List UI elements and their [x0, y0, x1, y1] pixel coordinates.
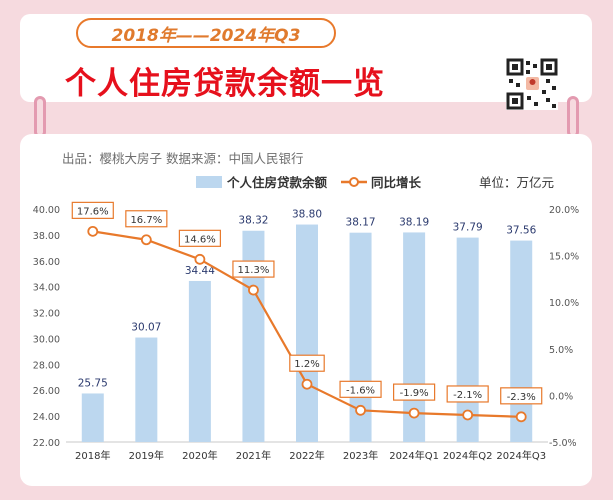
x-tick-label: 2024年Q1 — [389, 449, 439, 462]
bar — [296, 224, 318, 442]
unit-label: 单位：万亿元 — [479, 175, 554, 190]
growth-label: 11.3% — [238, 265, 270, 276]
x-axis-labels: 2018年 2019年 2020年 2021年 2022年 2023年 2024年Q1 202… — [75, 449, 546, 462]
x-tick-label: 2024年Q3 — [496, 449, 546, 462]
x-tick-label: 2019年 — [129, 449, 164, 462]
growth-label: -1.6% — [346, 385, 375, 396]
bar — [188, 280, 211, 442]
growth-point — [355, 404, 366, 416]
growth-label-box — [232, 260, 275, 278]
bar-value-label: 38.32 — [238, 215, 268, 227]
legend-bar-label: 个人住房贷款余额 — [226, 175, 328, 190]
growth-point — [87, 225, 99, 237]
bar-value-label: 25.75 — [78, 377, 108, 389]
left-tick-label: 40.00 — [33, 205, 60, 216]
x-tick-label: 2020年 — [182, 449, 217, 462]
bar — [135, 337, 158, 442]
growth-line: 17.6% 16.7% 14.6% 11.3% 1.2% -1.6% -1.9% -2.1% -… — [71, 201, 543, 423]
bar — [81, 393, 104, 442]
growth-point — [248, 284, 259, 296]
legend-line-label: 同比增长 — [371, 175, 422, 190]
left-tick-label: 22.00 — [33, 438, 60, 449]
growth-label: -2.1% — [453, 390, 482, 401]
growth-label-box — [393, 383, 436, 401]
left-tick-label: 26.00 — [33, 386, 60, 397]
growth-label: 14.6% — [184, 234, 216, 245]
bar-value-labels: 25.75 30.07 34.44 38.32 38.80 38.17 38.19 37.79… — [78, 209, 537, 390]
growth-label-box — [500, 387, 543, 405]
bar-value-label: 38.80 — [292, 209, 322, 221]
growth-label-box — [71, 201, 114, 219]
left-tick-label: 38.00 — [33, 231, 60, 242]
growth-point — [301, 378, 313, 390]
right-tick-label: 20.0% — [549, 205, 579, 216]
growth-label-box — [178, 229, 221, 247]
left-tick-label: 32.00 — [33, 309, 60, 320]
x-tick-label: 2023年 — [343, 449, 378, 462]
growth-point — [515, 411, 527, 423]
growth-label-box — [446, 385, 489, 403]
left-tick-label: 36.00 — [33, 257, 60, 268]
right-tick-label: -5.0% — [549, 438, 577, 449]
growth-label: -2.3% — [507, 392, 536, 403]
growth-label: -1.9% — [400, 388, 429, 399]
bar-value-label: 34.44 — [185, 265, 215, 277]
growth-point — [408, 407, 420, 419]
page-title: 个人住房贷款余额一览 — [65, 66, 385, 102]
header-card: 2018年——2024年Q3 个人住房贷款余额一览 — [20, 14, 592, 110]
growth-label-box — [289, 354, 325, 372]
source-line: 出品：樱桃大房子 数据来源：中国人民银行 — [62, 151, 304, 166]
growth-label: 1.2% — [294, 359, 319, 370]
bar-value-label: 38.17 — [346, 217, 376, 229]
qr-code-icon — [506, 58, 558, 110]
growth-point — [194, 253, 206, 265]
right-tick-label: 10.0% — [549, 298, 579, 309]
x-tick-label: 2022年 — [289, 449, 324, 462]
bar-value-label: 30.07 — [131, 322, 161, 334]
bar-value-label: 38.19 — [399, 216, 429, 228]
left-tick-label: 34.00 — [33, 283, 60, 294]
right-tick-label: 15.0% — [549, 252, 579, 263]
growth-label: 16.7% — [130, 215, 162, 226]
growth-label-box — [125, 210, 168, 228]
right-tick-label: 5.0% — [549, 345, 573, 356]
growth-point — [462, 409, 474, 421]
left-tick-label: 30.00 — [33, 334, 60, 345]
left-tick-label: 28.00 — [33, 360, 60, 371]
growth-label: 17.6% — [77, 206, 109, 217]
x-tick-label: 2018年 — [75, 449, 110, 462]
legend: 个人住房贷款余额 同比增长 单位：万亿元 — [196, 175, 554, 190]
period-badge: 2018年——2024年Q3 — [76, 18, 336, 48]
bar-value-label: 37.79 — [453, 222, 483, 234]
left-tick-label: 24.00 — [33, 412, 60, 423]
bar — [242, 230, 265, 442]
x-tick-label: 2021年 — [236, 449, 271, 462]
growth-label-box — [339, 380, 382, 398]
legend-bar-swatch — [196, 176, 222, 188]
legend-line-marker — [349, 177, 359, 187]
bar-value-label: 37.56 — [506, 225, 536, 237]
right-tick-label: 0.0% — [549, 391, 573, 402]
growth-point — [140, 234, 152, 246]
x-tick-label: 2024年Q2 — [443, 449, 493, 462]
